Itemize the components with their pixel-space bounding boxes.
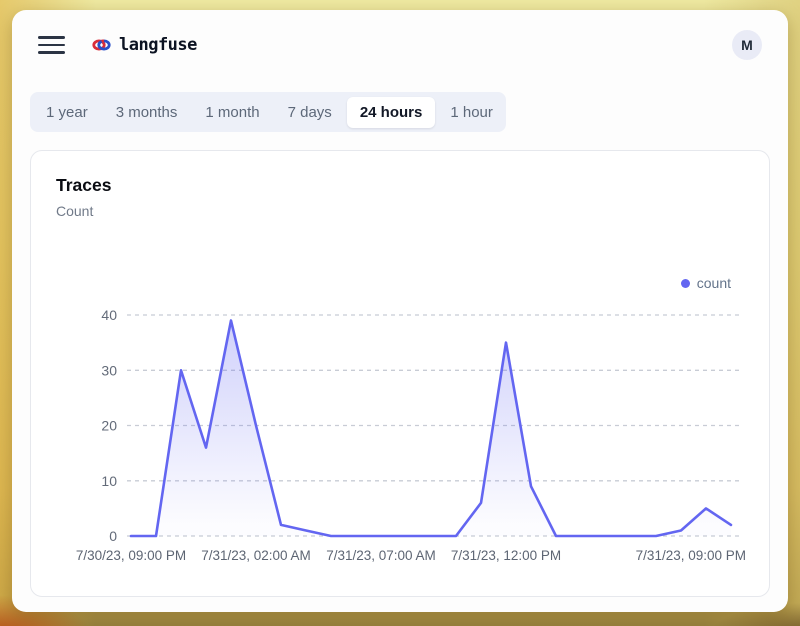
langfuse-logo-icon [92,37,111,53]
langfuse-brand[interactable]: langfuse [92,35,197,55]
count-line [129,319,733,538]
area-fill [131,320,731,536]
tab-7-days[interactable]: 7 days [287,103,332,121]
tab-24-hours[interactable]: 24 hours [346,96,436,128]
traces-chart-card: Traces Count count 0 10 20 30 40 7/30/23, 09:… [30,150,770,597]
top-navbar: langfuse M [12,10,788,80]
x-axis-tick: 7/31/23, 02:00 AM [201,548,311,563]
y-axis-tick: 30 [101,362,117,378]
x-axis-tick: 7/31/23, 07:00 AM [326,548,436,563]
time-range-tabs: 1 year 3 months 1 month 7 days 24 hours … [30,92,506,132]
tab-1-year[interactable]: 1 year [46,103,88,121]
brand-text: langfuse [119,35,197,55]
user-avatar[interactable]: M [732,30,762,60]
x-axis-tick: 7/31/23, 12:00 PM [451,548,561,563]
legend-label: count [696,275,731,291]
y-axis-tick: 10 [101,473,117,489]
x-axis-tick: 7/30/23, 09:00 PM [76,548,186,563]
card-title: Traces [56,175,112,195]
tab-1-hour[interactable]: 1 hour [450,103,493,121]
traces-area-chart[interactable]: 0 10 20 30 40 7/30/23, 09:00 PM 7/31/23, 02:00… [31,151,771,598]
x-axis-tick: 7/31/23, 09:00 PM [636,548,746,563]
y-axis-tick: 0 [109,528,117,544]
y-axis-tick: 20 [101,418,117,434]
tab-1-month[interactable]: 1 month [205,103,260,121]
y-axis-tick: 40 [101,307,117,323]
legend-dot-icon [680,278,690,288]
menu-icon[interactable] [38,36,65,54]
card-subtitle: Count [56,203,94,219]
chart-legend: count [680,275,731,291]
tab-3-months[interactable]: 3 months [115,103,178,121]
app-window: langfuse M 1 year 3 months 1 month 7 day… [12,10,788,612]
